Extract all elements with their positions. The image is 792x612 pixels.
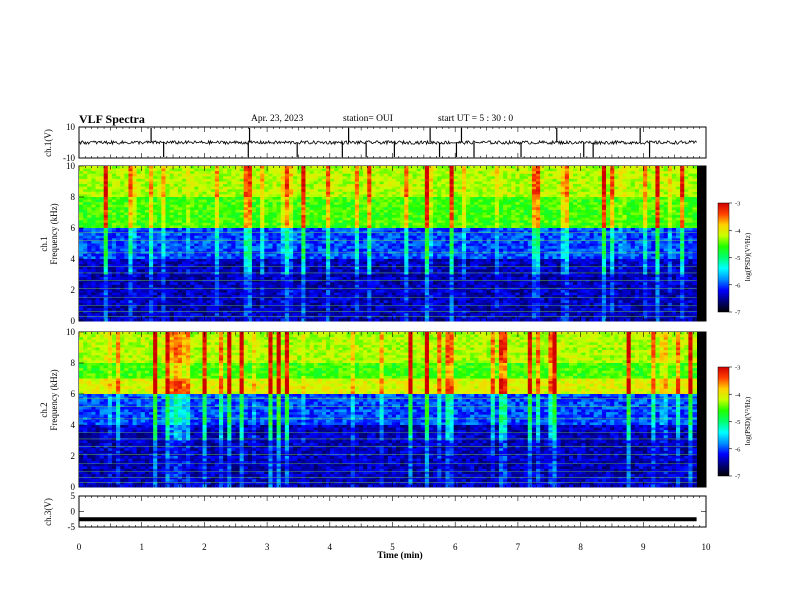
ch1-waveform-ytick-label: 10	[66, 122, 76, 132]
x-tick-label: 2	[202, 542, 207, 552]
ch1-spectrogram-ylabel-frequency: Frequency (kHz)	[49, 203, 59, 264]
ch3-waveform-ytick-label: 0	[71, 507, 76, 517]
x-tick-label: 4	[328, 542, 333, 552]
x-tick-label: 3	[265, 542, 270, 552]
ch3-waveform-ytick-label: -5	[68, 522, 76, 532]
ch2-spectrogram-ytick-label: 2	[71, 451, 76, 461]
ch2-colorbar-tick-label: -5	[735, 419, 740, 426]
station-label: station= OUI	[343, 114, 393, 124]
ch1-colorbar-label: log(PSD)(V²/Hz)	[744, 232, 752, 281]
ch1-colorbar-tick-label: -6	[735, 282, 741, 289]
x-axis-label: Time (min)	[377, 550, 422, 561]
x-tick-label: 1	[139, 542, 144, 552]
ch2-colorbar-scale	[717, 366, 730, 477]
x-tick-label: 9	[641, 542, 646, 552]
ch1-colorbar: -3 -4 -5 -6 -7 log(PSD)(V²/Hz)	[717, 201, 752, 317]
ch1-colorbar-tick-label: -3	[735, 201, 740, 208]
ch2-spectrogram-ytick-label: 0	[71, 482, 76, 492]
ch1-spectrogram-ytick-label: 10	[66, 161, 76, 171]
axis-ticks	[78, 126, 707, 528]
ch1-spectrogram-ytick-label: 6	[71, 223, 76, 233]
x-tick-label: 7	[516, 542, 521, 552]
ch1-waveform-ytick-label: -10	[63, 153, 75, 163]
ch2-colorbar-tick-label: -7	[735, 474, 741, 481]
ch2-spectrogram-image	[79, 332, 697, 488]
start-ut-label: start UT = 5 : 30 : 0	[438, 114, 514, 124]
ch1-waveform-trace	[78, 128, 697, 157]
ch1-spectrogram-ytick-label: 8	[71, 192, 76, 202]
x-tick-label: 0	[77, 542, 82, 552]
ch1-colorbar-tick-label: -4	[735, 228, 741, 235]
ch2-spectrogram-ytick-label: 6	[71, 389, 76, 399]
date-label: Apr. 23, 2023	[251, 114, 304, 124]
ch1-spectrogram-image	[79, 166, 697, 322]
ch1-colorbar-scale	[717, 202, 730, 313]
ch1-colorbar-tick-label: -7	[735, 310, 741, 317]
ch1-spectrogram-ytick-label: 2	[71, 285, 76, 295]
ch2-spectrogram-ytick-label: 10	[66, 327, 76, 337]
ch2-colorbar-tick-label: -3	[735, 365, 740, 372]
ch2-spectrogram-ylabel-channel: ch.2	[39, 402, 49, 417]
ch1-waveform-ylabel: ch.1(V)	[43, 129, 53, 157]
x-tick-label: 8	[578, 542, 583, 552]
ch3-waveform-ylabel: ch.3(V)	[43, 498, 53, 526]
chart-title: VLF Spectra	[79, 112, 145, 126]
ch2-colorbar-label: log(PSD)(V²/Hz)	[744, 396, 752, 445]
ch2-spectrogram-ytick-label: 8	[71, 358, 76, 368]
ch1-spectrogram-ylabel-channel: ch.1	[39, 236, 49, 251]
x-tick-label: 10	[702, 542, 712, 552]
ch2-colorbar-tick-label: -6	[735, 446, 741, 453]
ch1-spectrogram-ytick-label: 0	[71, 316, 76, 326]
ch1-spectrogram-ytick-label: 4	[71, 254, 76, 264]
ch2-colorbar: -3 -4 -5 -6 -7 log(PSD)(V²/Hz)	[717, 365, 752, 481]
ch2-colorbar-tick-label: -4	[735, 392, 741, 399]
ch1-colorbar-ticks: -3 -4 -5 -6 -7	[729, 201, 741, 317]
x-tick-label: 5	[390, 542, 395, 552]
ch1-colorbar-tick-label: -5	[735, 255, 740, 262]
ch3-waveform-ytick-label: 5	[71, 491, 76, 501]
ch2-colorbar-ticks: -3 -4 -5 -6 -7	[729, 365, 741, 481]
ch2-spectrogram-ytick-label: 4	[71, 420, 76, 430]
x-tick-label: 6	[453, 542, 458, 552]
ch2-spectrogram-ylabel-frequency: Frequency (kHz)	[49, 369, 59, 430]
